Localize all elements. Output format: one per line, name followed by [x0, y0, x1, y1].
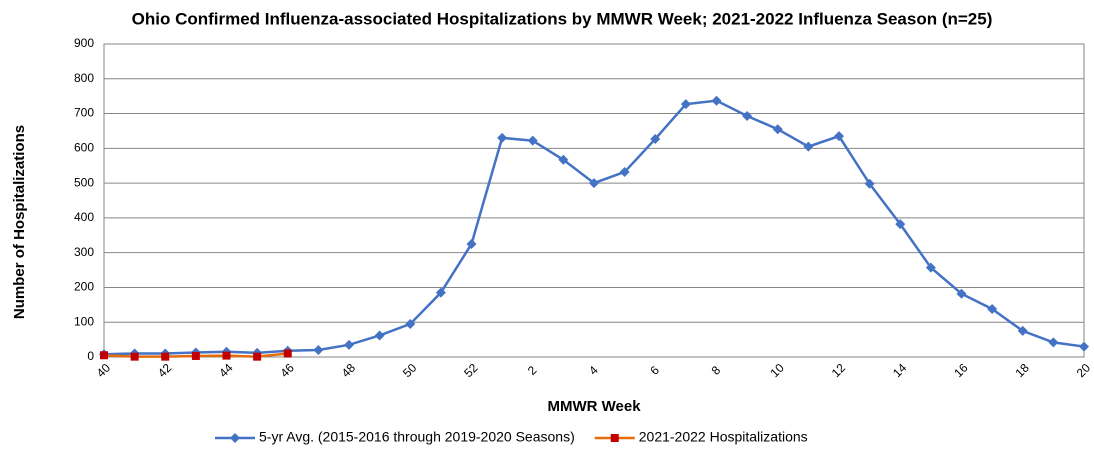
legend-label: 5-yr Avg. (2015-2016 through 2019-2020 S… — [259, 429, 575, 445]
marker — [589, 178, 599, 189]
marker — [497, 132, 508, 143]
marker — [742, 110, 753, 121]
marker — [222, 351, 231, 360]
marker — [834, 131, 844, 142]
y-tick-label: 200 — [74, 280, 94, 294]
plot-area — [103, 43, 1085, 358]
marker — [313, 345, 324, 356]
marker — [1017, 325, 1028, 336]
y-tick-label: 700 — [74, 106, 94, 120]
marker — [772, 124, 783, 135]
y-tick-label: 800 — [74, 71, 94, 85]
marker — [161, 352, 170, 361]
x-axis-title: MMWR Week — [547, 398, 641, 415]
y-tick-label: 500 — [74, 175, 94, 189]
marker — [191, 351, 200, 360]
y-tick-label: 100 — [74, 314, 94, 328]
marker — [650, 133, 661, 144]
legend-marker — [610, 434, 619, 442]
x-tick-label: 6 — [647, 363, 662, 378]
x-tick-label: 46 — [277, 361, 297, 381]
marker — [435, 287, 446, 298]
x-tick-label: 4 — [586, 363, 601, 378]
x-tick-label: 42 — [155, 361, 175, 381]
marker — [374, 330, 385, 341]
x-tick-label: 12 — [829, 361, 849, 381]
marker — [344, 339, 354, 350]
y-tick-label: 600 — [74, 141, 94, 155]
x-tick-label: 18 — [1012, 361, 1032, 381]
x-tick-label: 20 — [1074, 361, 1094, 381]
series-line — [103, 99, 1085, 356]
x-tick-label: 2 — [525, 363, 540, 378]
x-tick-label: 10 — [767, 361, 787, 381]
legend-label: 2021-2022 Hospitalizations — [639, 429, 808, 445]
marker — [405, 318, 416, 329]
marker — [283, 349, 292, 358]
marker — [680, 99, 691, 110]
x-tick-label: 52 — [461, 361, 481, 381]
x-tick-label: 48 — [339, 361, 359, 381]
marker — [558, 154, 569, 165]
x-tick-label: 16 — [951, 361, 971, 381]
marker — [1079, 341, 1089, 352]
x-tick-label: 8 — [709, 363, 724, 378]
marker — [130, 352, 139, 361]
marker — [925, 262, 936, 273]
y-tick-label: 0 — [87, 349, 94, 363]
y-tick-label: 900 — [74, 36, 94, 50]
marker — [987, 304, 998, 315]
marker — [466, 238, 477, 249]
x-tick-label: 40 — [94, 361, 114, 381]
chart-title: Ohio Confirmed Influenza-associated Hosp… — [132, 9, 993, 28]
marker — [527, 135, 538, 146]
x-tick-label: 14 — [890, 361, 910, 381]
x-tick-label: 44 — [216, 361, 236, 381]
marker — [956, 288, 967, 299]
y-axis-title: Number of Hospitalizations — [11, 125, 28, 319]
marker — [864, 178, 875, 189]
marker — [619, 166, 630, 177]
marker — [895, 219, 906, 230]
marker — [803, 141, 814, 152]
x-tick-label: 50 — [400, 361, 420, 381]
legend-marker — [230, 433, 240, 443]
marker — [1048, 337, 1059, 348]
marker — [253, 352, 262, 361]
y-tick-label: 300 — [74, 245, 94, 259]
marker — [711, 95, 722, 106]
marker — [100, 351, 108, 360]
y-tick-label: 400 — [74, 210, 94, 224]
